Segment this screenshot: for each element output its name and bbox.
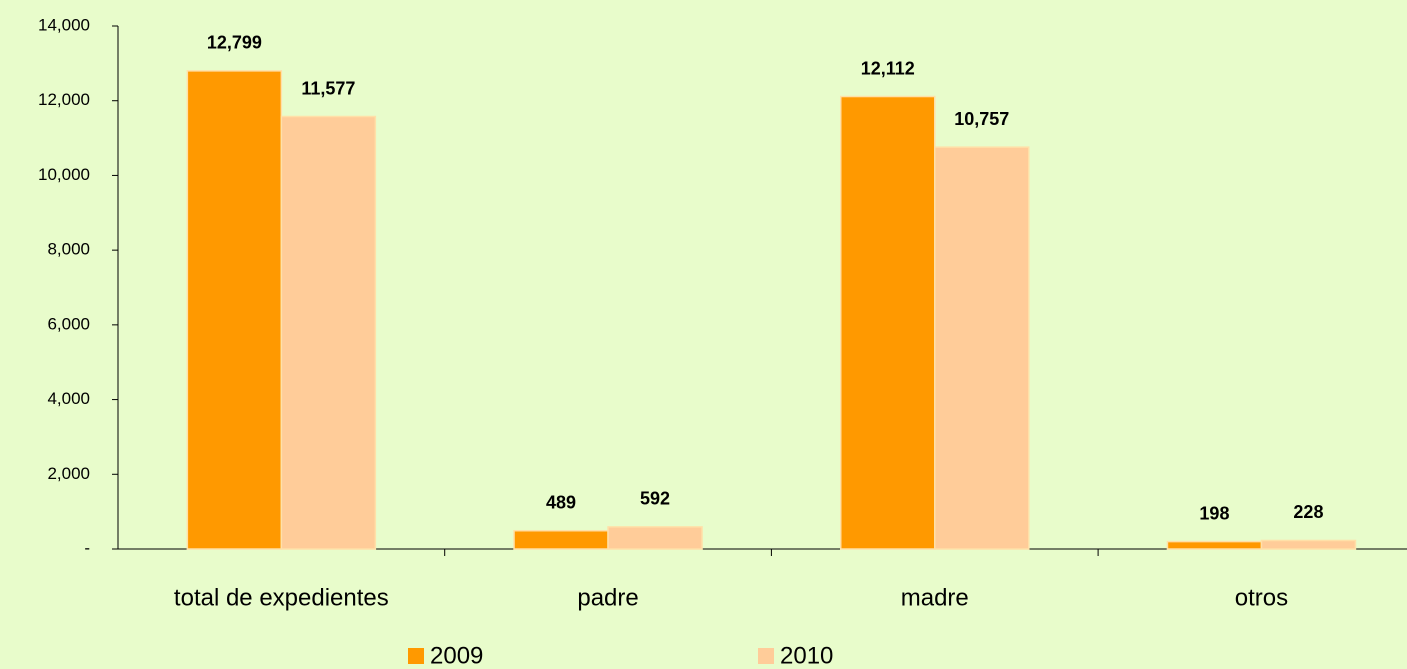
bar bbox=[513, 529, 609, 550]
bar bbox=[186, 70, 283, 550]
bar bbox=[280, 115, 377, 550]
legend-label: 2009 bbox=[430, 642, 483, 669]
data-label: 592 bbox=[640, 489, 670, 509]
data-label: 12,799 bbox=[207, 33, 262, 53]
bar bbox=[1260, 539, 1357, 550]
y-tick-label: 14,000 bbox=[38, 15, 90, 34]
y-tick-label: 6,000 bbox=[47, 314, 90, 333]
x-tick-label: otros bbox=[1235, 584, 1288, 611]
x-tick-label: total de expedientes bbox=[174, 584, 389, 611]
bar bbox=[607, 526, 703, 550]
data-label: 489 bbox=[546, 492, 576, 512]
y-tick-label: 12,000 bbox=[38, 90, 90, 109]
x-tick-label: padre bbox=[577, 584, 638, 611]
y-tick-label: 4,000 bbox=[47, 389, 90, 408]
data-label: 228 bbox=[1293, 502, 1323, 522]
bar bbox=[1166, 540, 1263, 550]
y-tick-label: 8,000 bbox=[47, 240, 90, 259]
y-tick-label: - bbox=[84, 538, 90, 557]
x-tick-label: madre bbox=[901, 584, 969, 611]
data-label: 198 bbox=[1199, 503, 1229, 523]
data-label: 10,757 bbox=[954, 109, 1009, 129]
bar bbox=[934, 146, 1030, 550]
bar bbox=[840, 95, 936, 550]
data-label: 11,577 bbox=[301, 78, 355, 98]
legend-swatch bbox=[758, 648, 774, 664]
y-tick-label: 10,000 bbox=[38, 165, 90, 184]
y-tick-label: 2,000 bbox=[47, 464, 90, 483]
legend-label: 2010 bbox=[780, 642, 833, 669]
legend-swatch bbox=[408, 648, 424, 664]
data-label: 12,112 bbox=[861, 58, 915, 78]
